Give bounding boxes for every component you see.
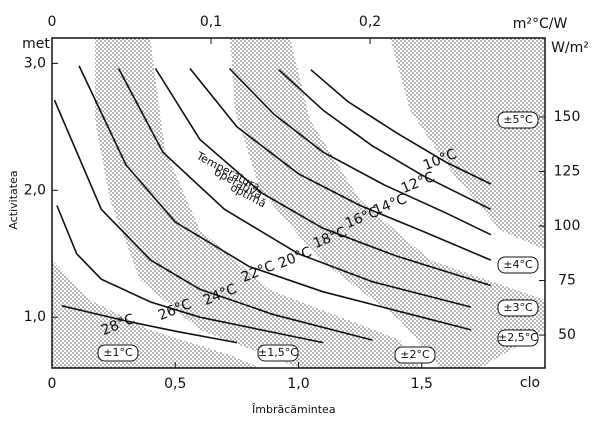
x2-tick-label: 0,2 xyxy=(359,14,381,30)
y-tick-label: 3,0 xyxy=(24,55,46,71)
zone-area xyxy=(230,38,545,368)
zone-label-box xyxy=(497,299,539,317)
zone-label-box xyxy=(497,329,539,347)
zone-label-box xyxy=(497,111,539,129)
y-tick-label: 2,0 xyxy=(24,182,46,198)
zone-label-box xyxy=(257,344,299,362)
y2-tick-label: 125 xyxy=(554,163,581,179)
y2-tick-label: 75 xyxy=(558,273,576,289)
zone-area xyxy=(390,38,545,250)
temperature-curve xyxy=(278,69,492,211)
x-tick-label: 0,5 xyxy=(164,376,186,392)
y2-tick-label: 100 xyxy=(554,218,581,234)
temperature-curve xyxy=(154,68,492,287)
y2-tick-label: 50 xyxy=(558,327,576,343)
temperature-curve xyxy=(117,68,472,308)
temperature-curve xyxy=(56,205,324,344)
temperature-curve xyxy=(189,67,492,261)
zone-label: ±1,5°C xyxy=(258,346,298,359)
zone-label: ±1°C xyxy=(103,346,133,359)
temperature-curve xyxy=(310,69,492,185)
curve-label: 20°C xyxy=(276,244,314,272)
stipple-zones xyxy=(52,38,545,368)
temperature-curve xyxy=(61,305,238,344)
temperature-curve xyxy=(53,99,373,341)
x-tick-label: 0 xyxy=(48,376,57,392)
zone-area xyxy=(52,260,260,368)
zone-label: ±4°C xyxy=(503,258,533,271)
zone-label: ±5°C xyxy=(503,113,533,126)
zone-label-box xyxy=(97,344,139,362)
x-tick-label: 1,0 xyxy=(287,376,309,392)
x2-tick-label: 0 xyxy=(48,14,57,30)
x-axis-title: Îmbrăcămintea xyxy=(251,403,336,416)
y-tick-label: 1,0 xyxy=(24,309,46,325)
x2-tick-label: 0,1 xyxy=(200,14,222,30)
zone-area xyxy=(95,38,420,368)
x-unit: clo xyxy=(520,375,540,391)
y-unit: met xyxy=(22,36,50,52)
zone-label: ±3°C xyxy=(503,301,533,314)
zone-label-box xyxy=(497,256,539,274)
zone-label-box xyxy=(394,346,436,364)
x-tick-label: 1,5 xyxy=(411,376,433,392)
zone-label: ±2,5°C xyxy=(498,331,538,344)
temperature-curve xyxy=(228,67,492,236)
y2-tick-label: 150 xyxy=(554,109,581,125)
y2-unit: W/m² xyxy=(551,40,589,56)
zone-label: ±2°C xyxy=(400,348,430,361)
x2-unit: m²°C/W xyxy=(513,16,568,32)
temperature-curve xyxy=(78,65,472,331)
y-axis-title: Activitatea xyxy=(7,170,20,229)
